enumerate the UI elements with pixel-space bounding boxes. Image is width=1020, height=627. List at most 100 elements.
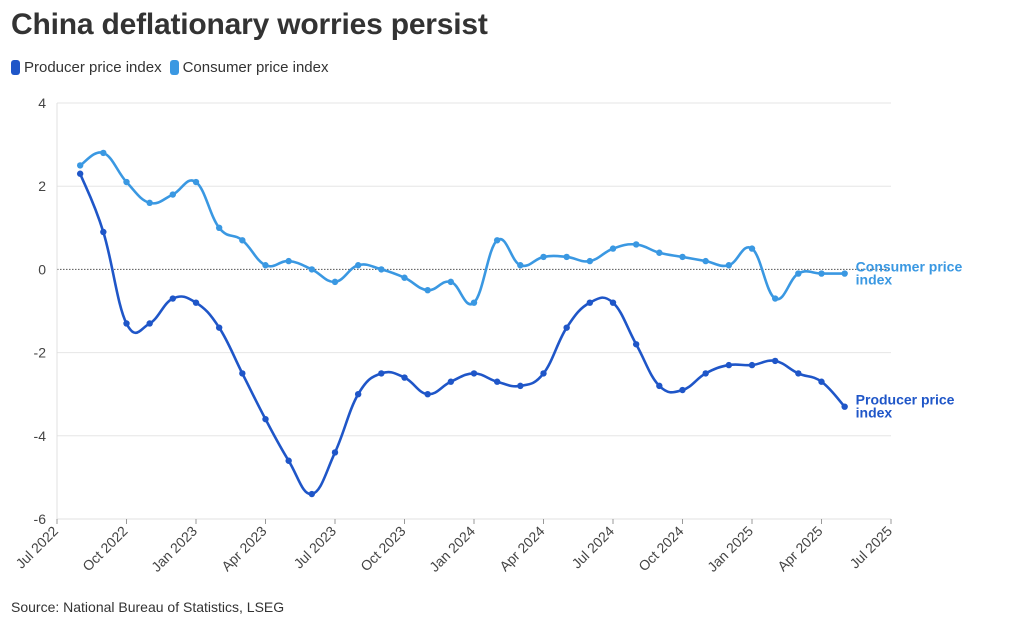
data-point-ppi [192, 299, 200, 306]
y-tick-label: 0 [38, 261, 46, 277]
legend-item-cpi: Consumer price index [169, 59, 329, 76]
series-line-ppi [78, 172, 846, 496]
data-point-ppi [424, 391, 431, 398]
data-point-ppi [563, 324, 570, 331]
data-point-cpi [725, 262, 733, 269]
data-point-ppi [771, 357, 779, 365]
data-point-cpi [517, 262, 524, 269]
data-point-ppi [818, 378, 825, 385]
data-point-cpi [308, 266, 316, 273]
data-point-ppi [100, 228, 107, 236]
data-point-cpi [470, 299, 478, 306]
x-tick-label: Oct 2023 [357, 523, 409, 575]
data-point-ppi [748, 361, 756, 369]
data-point-cpi [192, 178, 200, 186]
source-note: Source: National Bureau of Statistics, L… [11, 599, 285, 615]
x-tick-label: Apr 2024 [496, 523, 548, 575]
x-tick-label: Oct 2022 [79, 523, 131, 575]
data-point-cpi [76, 162, 84, 169]
end-label-ppi: index [856, 405, 893, 421]
x-tick-label: Jul 2024 [568, 523, 617, 572]
data-point-cpi [632, 241, 640, 248]
y-tick-label: -6 [34, 511, 47, 527]
x-tick-label: Oct 2024 [635, 523, 687, 575]
data-point-cpi [748, 245, 756, 252]
chart-title: China deflationary worries persist [11, 8, 488, 41]
data-point-cpi [378, 266, 385, 273]
data-point-cpi [656, 249, 663, 256]
data-point-cpi [795, 270, 802, 277]
data-point-ppi [540, 370, 547, 377]
data-point-cpi [215, 224, 223, 231]
data-point-cpi [540, 253, 547, 261]
data-point-ppi [215, 324, 223, 331]
data-point-cpi [702, 257, 709, 265]
data-point-ppi [239, 370, 246, 377]
data-point-ppi [146, 320, 153, 327]
y-tick-label: -2 [34, 345, 47, 361]
end-label-cpi: Consumer price [856, 259, 963, 275]
x-tick-label: Jul 2023 [290, 523, 339, 572]
data-point-cpi [586, 257, 594, 265]
x-tick-label: Jan 2024 [426, 523, 478, 575]
data-point-cpi [146, 199, 153, 207]
x-tick-label: Jul 2022 [12, 523, 61, 572]
data-point-ppi [493, 378, 501, 385]
chart-legend: Producer price index Consumer price inde… [11, 59, 336, 76]
data-point-ppi [401, 374, 408, 381]
end-label-cpi: index [856, 272, 893, 288]
data-point-cpi [609, 245, 617, 252]
data-point-ppi [795, 370, 802, 377]
data-point-cpi [771, 295, 779, 302]
end-label-ppi: Producer price [856, 392, 955, 408]
data-point-ppi [447, 378, 455, 385]
data-point-ppi [725, 361, 733, 369]
data-point-ppi [308, 490, 316, 498]
data-point-cpi [563, 253, 570, 261]
data-point-cpi [818, 270, 825, 277]
data-point-cpi [447, 278, 455, 286]
data-point-ppi [123, 320, 130, 327]
series-line-cpi [78, 151, 846, 306]
data-point-cpi [239, 237, 246, 244]
data-point-ppi [285, 457, 292, 464]
legend-label-cpi: Consumer price index [182, 59, 329, 76]
data-point-cpi [354, 262, 362, 269]
x-tick-label: Jul 2025 [846, 523, 895, 572]
legend-swatch-cpi [169, 60, 179, 75]
data-point-cpi [679, 253, 686, 261]
data-point-cpi [493, 237, 501, 244]
data-point-ppi [702, 370, 709, 377]
x-tick-label: Jan 2023 [148, 523, 200, 575]
data-point-ppi [679, 386, 686, 394]
data-point-ppi [517, 382, 524, 390]
x-tick-label: Jan 2025 [704, 523, 756, 575]
data-point-cpi [262, 262, 269, 269]
data-point-ppi [470, 370, 478, 377]
x-tick-label: Apr 2025 [774, 523, 826, 575]
data-point-cpi [424, 287, 431, 294]
data-point-ppi [169, 295, 177, 302]
data-point-ppi [76, 170, 84, 177]
data-point-cpi [331, 278, 339, 286]
y-tick-label: -4 [34, 428, 47, 444]
data-point-ppi [656, 382, 663, 390]
data-point-cpi [169, 191, 177, 198]
x-tick-label: Apr 2023 [218, 523, 270, 575]
legend-swatch-ppi [11, 60, 20, 75]
data-point-ppi [378, 370, 385, 377]
y-tick-label: 4 [38, 95, 46, 111]
data-point-ppi [632, 341, 640, 348]
legend-label-ppi: Producer price index [24, 59, 162, 76]
data-point-cpi [123, 178, 130, 186]
legend-item-ppi: Producer price index [11, 59, 162, 76]
y-tick-label: 2 [38, 178, 46, 194]
data-point-cpi [285, 257, 292, 265]
data-point-ppi [331, 449, 339, 456]
data-point-cpi [841, 270, 848, 277]
data-point-ppi [586, 299, 594, 306]
data-point-ppi [609, 299, 617, 306]
data-point-cpi [401, 274, 408, 281]
data-point-ppi [262, 415, 269, 423]
